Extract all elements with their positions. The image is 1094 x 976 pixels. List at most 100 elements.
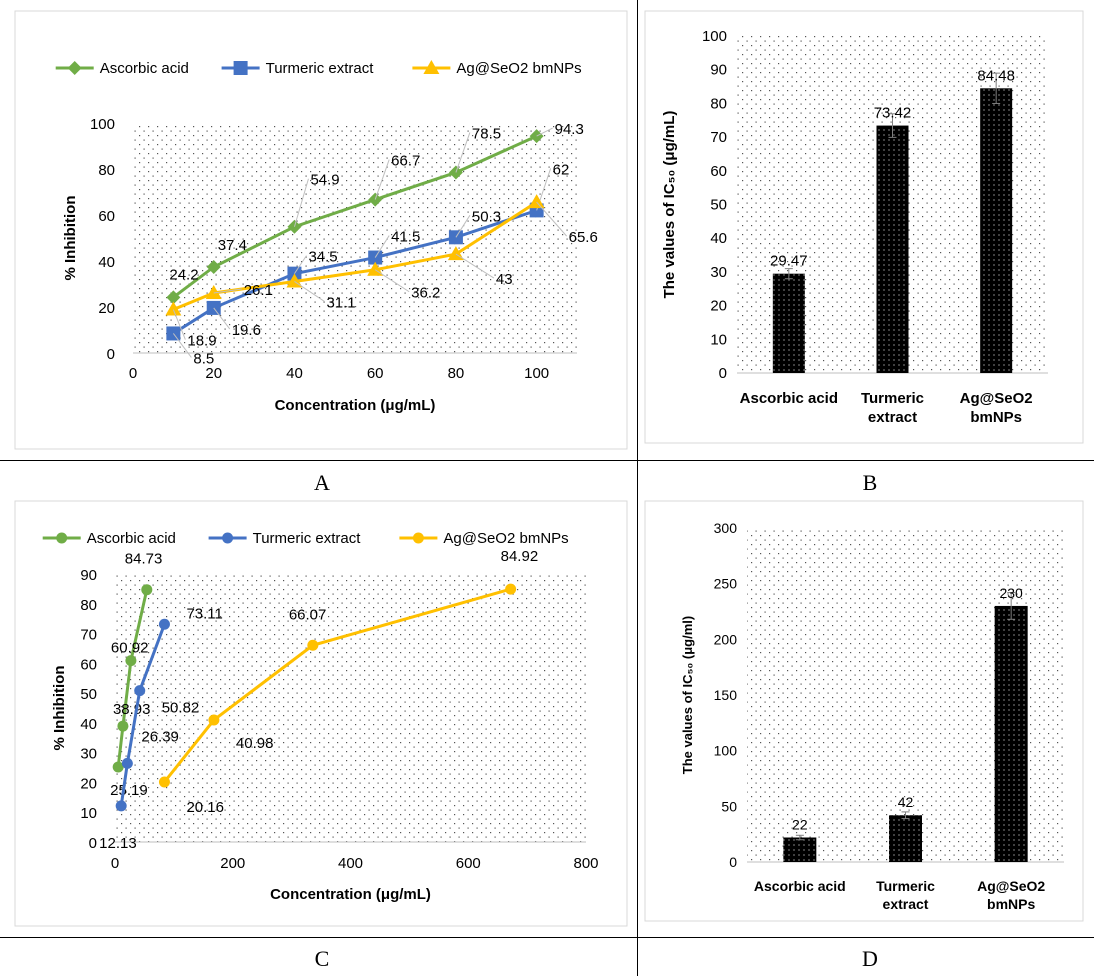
bar (994, 605, 1028, 862)
x-tick-label: 0 (129, 365, 137, 382)
data-point (205, 284, 222, 299)
data-label: 94.3 (555, 121, 584, 138)
y-tick-label: 100 (714, 743, 738, 759)
y-axis-title: % Inhibition (51, 666, 68, 751)
data-label: 62 (553, 161, 570, 178)
data-label: 26.39 (141, 728, 179, 745)
data-point (158, 618, 170, 630)
data-label: 29.47 (770, 253, 808, 270)
data-point (121, 757, 133, 769)
data-point (112, 761, 124, 773)
leader-line (536, 201, 568, 237)
data-point (206, 259, 221, 274)
data-label: 54.9 (310, 172, 339, 189)
legend-item: Ascorbic acid (55, 60, 189, 77)
data-label: 25.19 (110, 782, 148, 799)
x-tick-label: 80 (448, 365, 465, 382)
panel-label-d: D (862, 946, 878, 971)
data-label: 84.92 (501, 548, 539, 565)
y-tick-label: 10 (710, 331, 727, 348)
data-label: 50.82 (162, 700, 200, 717)
y-tick-label: 0 (107, 346, 115, 363)
legend-marker (67, 61, 82, 75)
category-label: Turmeric (861, 390, 924, 407)
y-tick-label: 80 (80, 597, 97, 614)
bar (889, 815, 922, 862)
series-ascorbic-acid: 25.19 38.93 60.92 84.73 (110, 551, 162, 799)
leader-line (213, 307, 231, 330)
y-tick-label: 0 (719, 365, 727, 382)
data-point (505, 583, 517, 595)
y-tick-label: 70 (710, 129, 727, 146)
bar (876, 125, 909, 373)
panel-label-a: A (314, 470, 330, 495)
leader-line (455, 132, 471, 173)
category-label: Ag@SeO2 (960, 390, 1033, 407)
data-label: 34.5 (308, 249, 337, 266)
data-label: 19.6 (232, 322, 261, 339)
y-tick-label: 150 (714, 687, 738, 703)
legend-item: Turmeric extract (221, 60, 374, 77)
legend-label: Ascorbic acid (87, 530, 176, 547)
series-line (116, 589, 149, 768)
bar (783, 837, 817, 862)
data-point (115, 800, 127, 812)
y-tick-label: 60 (80, 656, 97, 673)
y-tick-label: 20 (98, 300, 115, 317)
chart-d-ic50-bar: 0 50 100 150 200 250 300 The values of IC₅₀ (μg… (644, 500, 1084, 922)
data-label: 31.1 (326, 294, 355, 311)
data-label: 42 (898, 794, 914, 810)
data-label: 50.3 (472, 208, 501, 225)
y-tick-label: 50 (710, 197, 727, 214)
x-tick-label: 20 (205, 365, 222, 382)
data-label: 40.98 (236, 735, 274, 752)
leader-line (293, 178, 309, 227)
data-label: 60.92 (111, 640, 149, 657)
category-label: Ag@SeO2 (977, 878, 1045, 894)
x-axis-title: Concentration (μg/mL) (275, 397, 436, 414)
data-label: 78.5 (472, 125, 501, 142)
y-tick-label: 30 (710, 264, 727, 281)
y-tick-label: 300 (714, 520, 738, 536)
data-label: 18.9 (187, 333, 216, 350)
y-tick-label: 100 (702, 28, 727, 45)
series-line (172, 134, 538, 299)
data-point (307, 639, 319, 651)
x-tick-label: 400 (338, 855, 363, 872)
bar-group: 29.47 Ascorbic acid (740, 253, 838, 407)
series-line (163, 587, 512, 783)
data-label: 230 (999, 585, 1023, 601)
category-label: extract (868, 409, 917, 426)
frame-bottom-line (0, 937, 1094, 938)
legend-marker (56, 532, 68, 544)
panel-label-b: B (862, 470, 878, 495)
bar (772, 273, 805, 373)
data-point (166, 290, 181, 305)
x-tick-label: 600 (456, 855, 481, 872)
x-tick-label: 100 (524, 365, 549, 382)
leader-line (536, 127, 553, 137)
data-point (165, 301, 182, 316)
bar-group: 42 Turmeric extract (876, 794, 935, 912)
y-tick-label: 50 (80, 686, 97, 703)
category-label: bmNPs (970, 409, 1022, 426)
x-tick-label: 0 (111, 855, 119, 872)
y-tick-label: 40 (98, 254, 115, 271)
data-label: 37.4 (218, 237, 247, 254)
data-point (158, 776, 170, 788)
series-ascorbic-acid: 24.2 37.4 54.9 66.7 78.5 94.3 (166, 121, 584, 305)
data-label: 43 (496, 271, 513, 288)
series-ag-seo2-bmnps: 20.16 40.98 66.07 84.92 (158, 548, 539, 816)
series-line (172, 200, 538, 311)
data-label: 38.93 (113, 701, 151, 718)
y-tick-label: 0 (89, 835, 97, 852)
y-tick-label: 30 (80, 746, 97, 763)
chart-a-dpph-inhibition: 0 20 40 60 80 100 0 20 40 60 80 100 Concentration (μ… (14, 10, 628, 450)
y-tick-label: 70 (80, 627, 97, 644)
data-label: 36.2 (411, 285, 440, 302)
leader-line (172, 309, 186, 340)
y-tick-label: 20 (80, 775, 97, 792)
legend-label: Turmeric extract (253, 530, 362, 547)
bar (980, 88, 1013, 373)
y-tick-label: 200 (714, 631, 738, 647)
